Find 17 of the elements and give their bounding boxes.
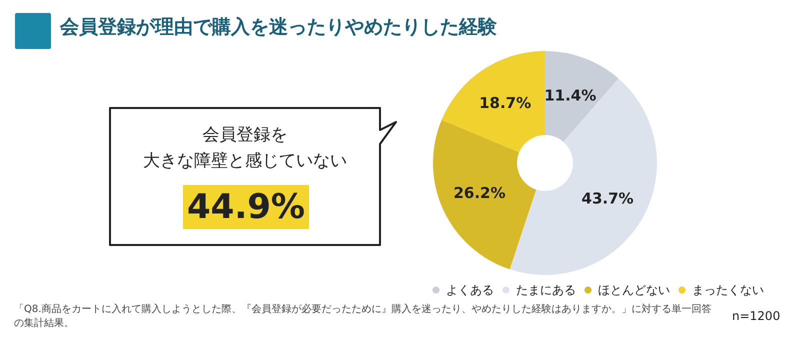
legend-label: ほとんどない [598,283,670,297]
donut-slice [433,120,536,270]
legend-label: たまにある [516,283,576,297]
data-label: 18.7% [479,94,532,112]
text: 44.9% [183,185,309,229]
text: 会員登録が理由で購入を迷ったりやめたりした経験 [60,15,497,40]
donut-slice [442,51,545,152]
legend-label: まったくない [692,283,764,297]
data-label: 11.4% [544,86,596,105]
text: 「Q8.商品をカートに入れて購入しようとした際、『会員登録が必要だったために』購入を迷ったり、やめたりした経験はありますか。」に対する単一回答の集計結果。 [14,303,712,331]
text: n=1200 [732,309,780,323]
data-label: 43.7% [582,190,634,208]
legend-label: よくある [446,283,494,297]
text: 大きな障壁と感じていない [142,150,348,173]
donut-slice [545,51,619,142]
text: 会員登録を [202,124,288,147]
data-label: 26.2% [453,184,506,202]
